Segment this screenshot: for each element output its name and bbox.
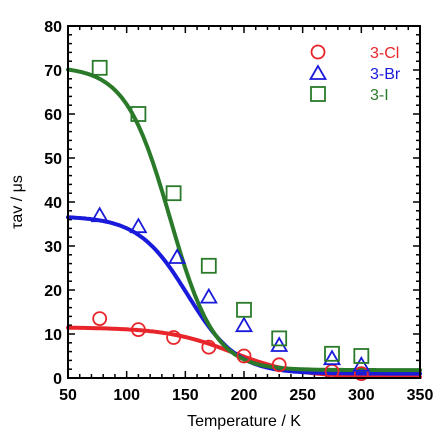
y-axis-label: τav / μs [9,175,26,229]
y-tick-label: 30 [44,239,62,256]
legend-marker-3-Br [308,64,328,80]
y-tick-label: 50 [44,151,62,168]
data-point-3-I [91,59,108,76]
y-tick-label: 80 [44,19,62,36]
data-point-3-Br [322,349,342,366]
x-tick-label: 200 [231,387,258,404]
data-point-3-Cl [166,330,182,345]
legend-label-3-Cl: 3-Cl [370,45,399,62]
data-point-3-Br [352,355,371,372]
fit-curve-3-Cl [66,325,422,379]
x-axis-label: Temperature / K [187,413,301,430]
y-tick-label: 0 [53,371,62,388]
data-point-3-Br [168,248,187,264]
y-tick-label: 40 [44,195,62,212]
y-tick-label: 10 [44,327,62,344]
data-point-3-Cl [353,366,369,382]
data-point-3-Br [199,287,218,304]
x-tick-label: 250 [289,387,316,404]
x-tick-label: 300 [348,387,375,404]
tick-labels: 50 100 150 200 250 300 350 0 10 20 30 40 50 60 70 80 [44,19,433,404]
data-point-3-Br [90,206,109,223]
legend-label-3-Br: 3-Br [370,66,401,83]
plot-frame [67,25,421,379]
data-point-3-Cl [130,322,146,338]
data-points [90,59,371,382]
data-point-3-Br [129,217,148,234]
legend-marker-3-I [310,86,326,102]
data-point-3-I [200,257,217,274]
y-tick-label: 20 [44,283,62,300]
data-point-3-I [353,348,370,364]
axis-ticks [67,25,421,379]
fit-curve-3-I [66,67,422,373]
data-point-3-Cl [271,357,287,373]
legend-marker-3-Cl [310,44,326,60]
data-point-3-I [236,301,252,318]
data-point-3-Cl [201,339,217,355]
x-tick-label: 350 [407,387,434,404]
data-point-3-I [165,185,182,202]
data-point-3-Cl [236,348,252,364]
x-tick-label: 100 [113,387,140,404]
data-point-3-Br [234,316,254,333]
y-tick-label: 70 [44,63,62,80]
legend: 3-Cl 3-Br 3-I [308,44,401,104]
y-tick-label: 60 [44,107,62,124]
data-point-3-Cl [92,311,108,327]
legend-label-3-I: 3-I [370,87,389,104]
data-point-3-I [271,330,288,347]
x-tick-label: 50 [59,387,77,404]
x-tick-label: 150 [172,387,199,404]
data-point-3-I [324,345,340,362]
data-point-3-I [130,106,147,122]
